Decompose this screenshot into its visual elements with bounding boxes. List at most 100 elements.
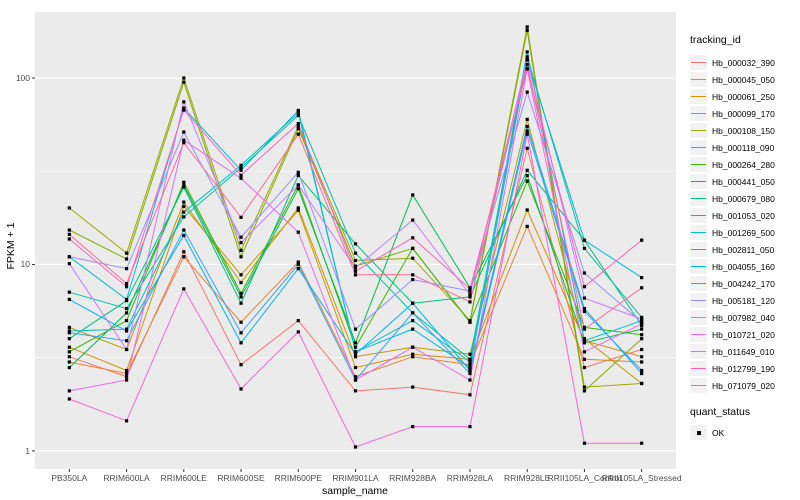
data-point	[124, 297, 129, 301]
data-point	[182, 130, 186, 134]
legend-entry-Hb_012799_190[interactable]: Hb_012799_190	[690, 360, 775, 377]
data-point	[353, 375, 358, 379]
data-point	[411, 277, 415, 282]
data-point	[124, 251, 129, 255]
data-point	[582, 337, 587, 341]
data-point	[182, 250, 186, 254]
data-point	[296, 187, 300, 191]
data-point	[411, 236, 415, 240]
data-point	[411, 193, 415, 197]
data-point	[124, 319, 129, 323]
data-point	[411, 352, 415, 356]
data-point	[582, 325, 587, 329]
data-point	[582, 309, 587, 314]
data-point	[525, 58, 529, 62]
data-point	[582, 246, 587, 250]
data-point	[67, 255, 71, 259]
legend-entry-quant-ok[interactable]: OK	[690, 424, 724, 441]
data-point	[124, 371, 129, 376]
legend-entry-Hb_000118_090[interactable]: Hb_000118_090	[690, 139, 774, 156]
data-point	[525, 28, 529, 33]
data-point	[239, 248, 243, 252]
data-point	[353, 355, 358, 359]
x-tick-label-RRIM928LA: RRIM928LA	[446, 473, 494, 483]
legend-entry-Hb_007982_040[interactable]: Hb_007982_040	[690, 309, 775, 326]
data-point	[525, 132, 529, 136]
data-point	[411, 319, 415, 323]
data-point	[582, 365, 587, 370]
legend-entry-Hb_000061_250[interactable]: Hb_000061_250	[690, 88, 775, 105]
data-point	[239, 273, 243, 277]
data-point	[582, 389, 587, 393]
legend-entry-Hb_004055_160[interactable]: Hb_004055_160	[690, 258, 775, 275]
x-tick-label-RRIM600LA: RRIM600LA	[103, 473, 150, 483]
data-point	[124, 378, 129, 382]
legend-entry-Hb_010721_020[interactable]: Hb_010721_020	[690, 326, 775, 343]
x-tick-label-RRIM600SE: RRIM600SE	[217, 473, 265, 483]
data-point	[640, 360, 644, 364]
data-point	[411, 256, 415, 260]
data-point	[296, 127, 300, 131]
legend-entry-Hb_000264_280[interactable]: Hb_000264_280	[690, 156, 775, 173]
legend-entry-Hb_001053_020[interactable]: Hb_001053_020	[690, 207, 775, 224]
data-point	[640, 333, 644, 337]
data-point	[296, 206, 300, 210]
legend-entry-label: OK	[712, 427, 725, 438]
data-point	[67, 350, 71, 354]
series-key-icon	[690, 344, 707, 359]
legend-entry-Hb_000108_150[interactable]: Hb_000108_150	[690, 122, 775, 139]
data-point	[296, 124, 300, 129]
data-point	[525, 67, 529, 71]
data-point	[239, 215, 243, 219]
series-line-Hb_012799_190	[68, 66, 643, 290]
data-point	[67, 331, 71, 335]
data-point	[353, 445, 358, 449]
legend-entry-label: Hb_012799_190	[712, 363, 775, 374]
legend-entry-Hb_000679_080[interactable]: Hb_000679_080	[690, 190, 775, 207]
legend-entry-Hb_011649_010[interactable]: Hb_011649_010	[690, 343, 774, 360]
legend-entry-Hb_000032_390[interactable]: Hb_000032_390	[690, 54, 775, 71]
legend-entry-label: Hb_001269_500	[712, 227, 775, 238]
data-point	[353, 264, 358, 268]
data-point	[640, 355, 644, 359]
legend-entry-Hb_002811_050[interactable]: Hb_002811_050	[690, 241, 774, 258]
x-tick-label-RRIM928LE: RRIM928LE	[504, 473, 551, 483]
data-point	[67, 329, 71, 333]
data-point	[525, 124, 529, 129]
legend-entry-Hb_005181_120[interactable]: Hb_005181_120	[690, 292, 775, 309]
data-point	[239, 320, 243, 324]
series-key-icon	[690, 327, 707, 342]
data-point	[124, 311, 129, 315]
data-point	[411, 301, 415, 305]
data-point	[582, 350, 587, 354]
legend-entry-Hb_000099_170[interactable]: Hb_000099_170	[690, 105, 775, 122]
data-point	[67, 297, 71, 301]
data-point	[296, 230, 300, 234]
legend-entry-Hb_071079_020[interactable]: Hb_071079_020	[690, 377, 775, 394]
legend-entry-Hb_004242_170[interactable]: Hb_004242_170	[690, 275, 775, 292]
data-point	[296, 108, 300, 113]
y-tick-label-1: 1	[25, 445, 30, 456]
data-point	[182, 185, 186, 189]
data-point	[124, 306, 129, 311]
data-point	[640, 276, 644, 280]
legend-entry-label: Hb_000099_170	[712, 108, 775, 119]
legend-entry-label: Hb_000108_150	[712, 125, 775, 136]
data-point	[525, 173, 529, 178]
data-point	[411, 385, 415, 389]
legend-entry-label: Hb_000061_250	[712, 91, 775, 102]
data-point	[182, 200, 186, 204]
data-point	[640, 441, 644, 445]
x-axis-title: sample_name	[322, 485, 388, 497]
data-point	[239, 301, 243, 305]
series-key-icon	[690, 89, 707, 104]
x-tick-label-RRIM600LE: RRIM600LE	[160, 473, 207, 483]
data-point	[640, 371, 644, 376]
data-point	[124, 347, 129, 352]
data-point	[525, 25, 529, 29]
data-point	[525, 208, 529, 212]
legend-entry-Hb_000045_050[interactable]: Hb_000045_050	[690, 71, 775, 88]
legend-entry-Hb_001269_500[interactable]: Hb_001269_500	[690, 224, 775, 241]
legend-entry-Hb_000441_050[interactable]: Hb_000441_050	[690, 173, 775, 190]
